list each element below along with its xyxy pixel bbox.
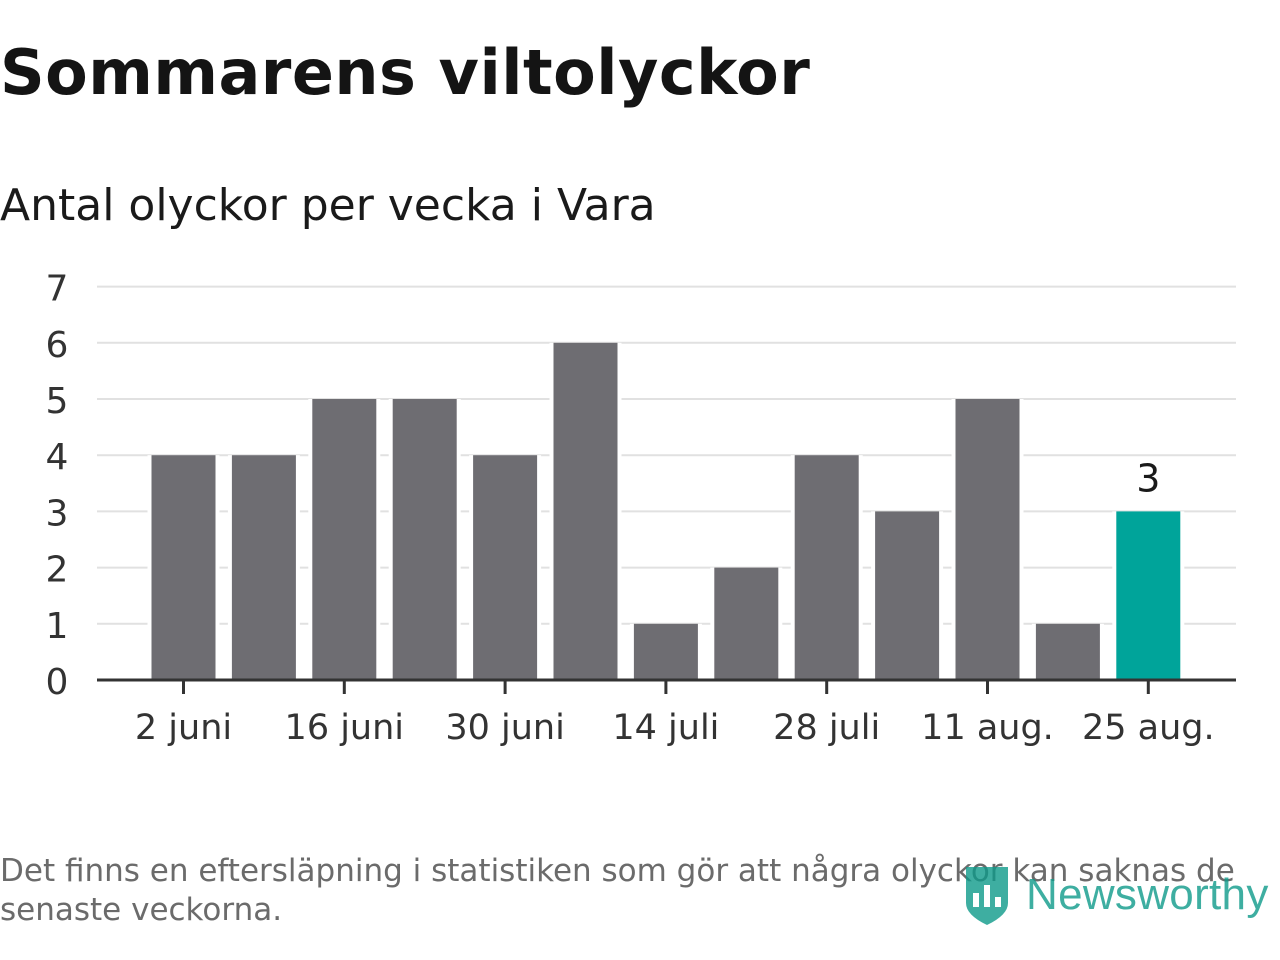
bar xyxy=(312,399,377,680)
bar xyxy=(875,511,940,680)
x-tick-label: 25 aug. xyxy=(1082,708,1215,748)
annotations: 3 xyxy=(1136,456,1160,500)
y-tick-label: 6 xyxy=(46,325,69,366)
bar xyxy=(553,342,618,680)
bar xyxy=(714,567,779,680)
x-tick-label: 30 juni xyxy=(445,708,564,748)
footnote: Det finns en eftersläpning i statistiken… xyxy=(0,853,1235,928)
bar xyxy=(231,455,296,680)
bar-highlight xyxy=(1116,511,1181,680)
bar-chart: 0 1 2 3 4 5 6 7 2 juni 16 juni 30 juni 14 juli 28 j… xyxy=(46,269,1236,748)
y-tick-label: 3 xyxy=(46,493,69,534)
bar xyxy=(473,455,538,680)
y-tick-label: 1 xyxy=(46,606,69,647)
bars xyxy=(147,342,1185,680)
x-tick-label: 2 juni xyxy=(135,708,232,748)
bar-value-label: 3 xyxy=(1136,456,1160,500)
y-tick-label: 4 xyxy=(46,437,69,478)
y-axis-labels: 0 1 2 3 4 5 6 7 xyxy=(46,269,69,703)
chart-title: Sommarens viltolyckor xyxy=(0,36,811,109)
bar xyxy=(1035,623,1100,680)
x-tick-label: 11 aug. xyxy=(921,708,1054,748)
newsworthy-logo: Newsworthy xyxy=(962,860,1269,930)
x-tick-label: 14 juli xyxy=(612,708,719,748)
y-tick-label: 0 xyxy=(46,662,69,703)
y-tick-label: 5 xyxy=(46,381,69,422)
x-tick-label: 28 juli xyxy=(773,708,880,748)
logo-text: Newsworthy xyxy=(1026,870,1269,919)
y-tick-label: 7 xyxy=(46,269,69,310)
bar xyxy=(633,623,698,680)
x-tick-label: 16 juni xyxy=(285,708,404,748)
x-axis: 2 juni 16 juni 30 juni 14 juli 28 juli 11 aug… xyxy=(97,678,1236,748)
chart-subtitle: Antal olyckor per vecka i Vara xyxy=(0,180,656,231)
y-tick-label: 2 xyxy=(46,550,69,591)
bar xyxy=(955,399,1020,680)
bar xyxy=(392,399,457,680)
bar xyxy=(794,455,859,680)
bar-chart-shield-icon xyxy=(966,867,1008,925)
bar xyxy=(151,455,216,680)
